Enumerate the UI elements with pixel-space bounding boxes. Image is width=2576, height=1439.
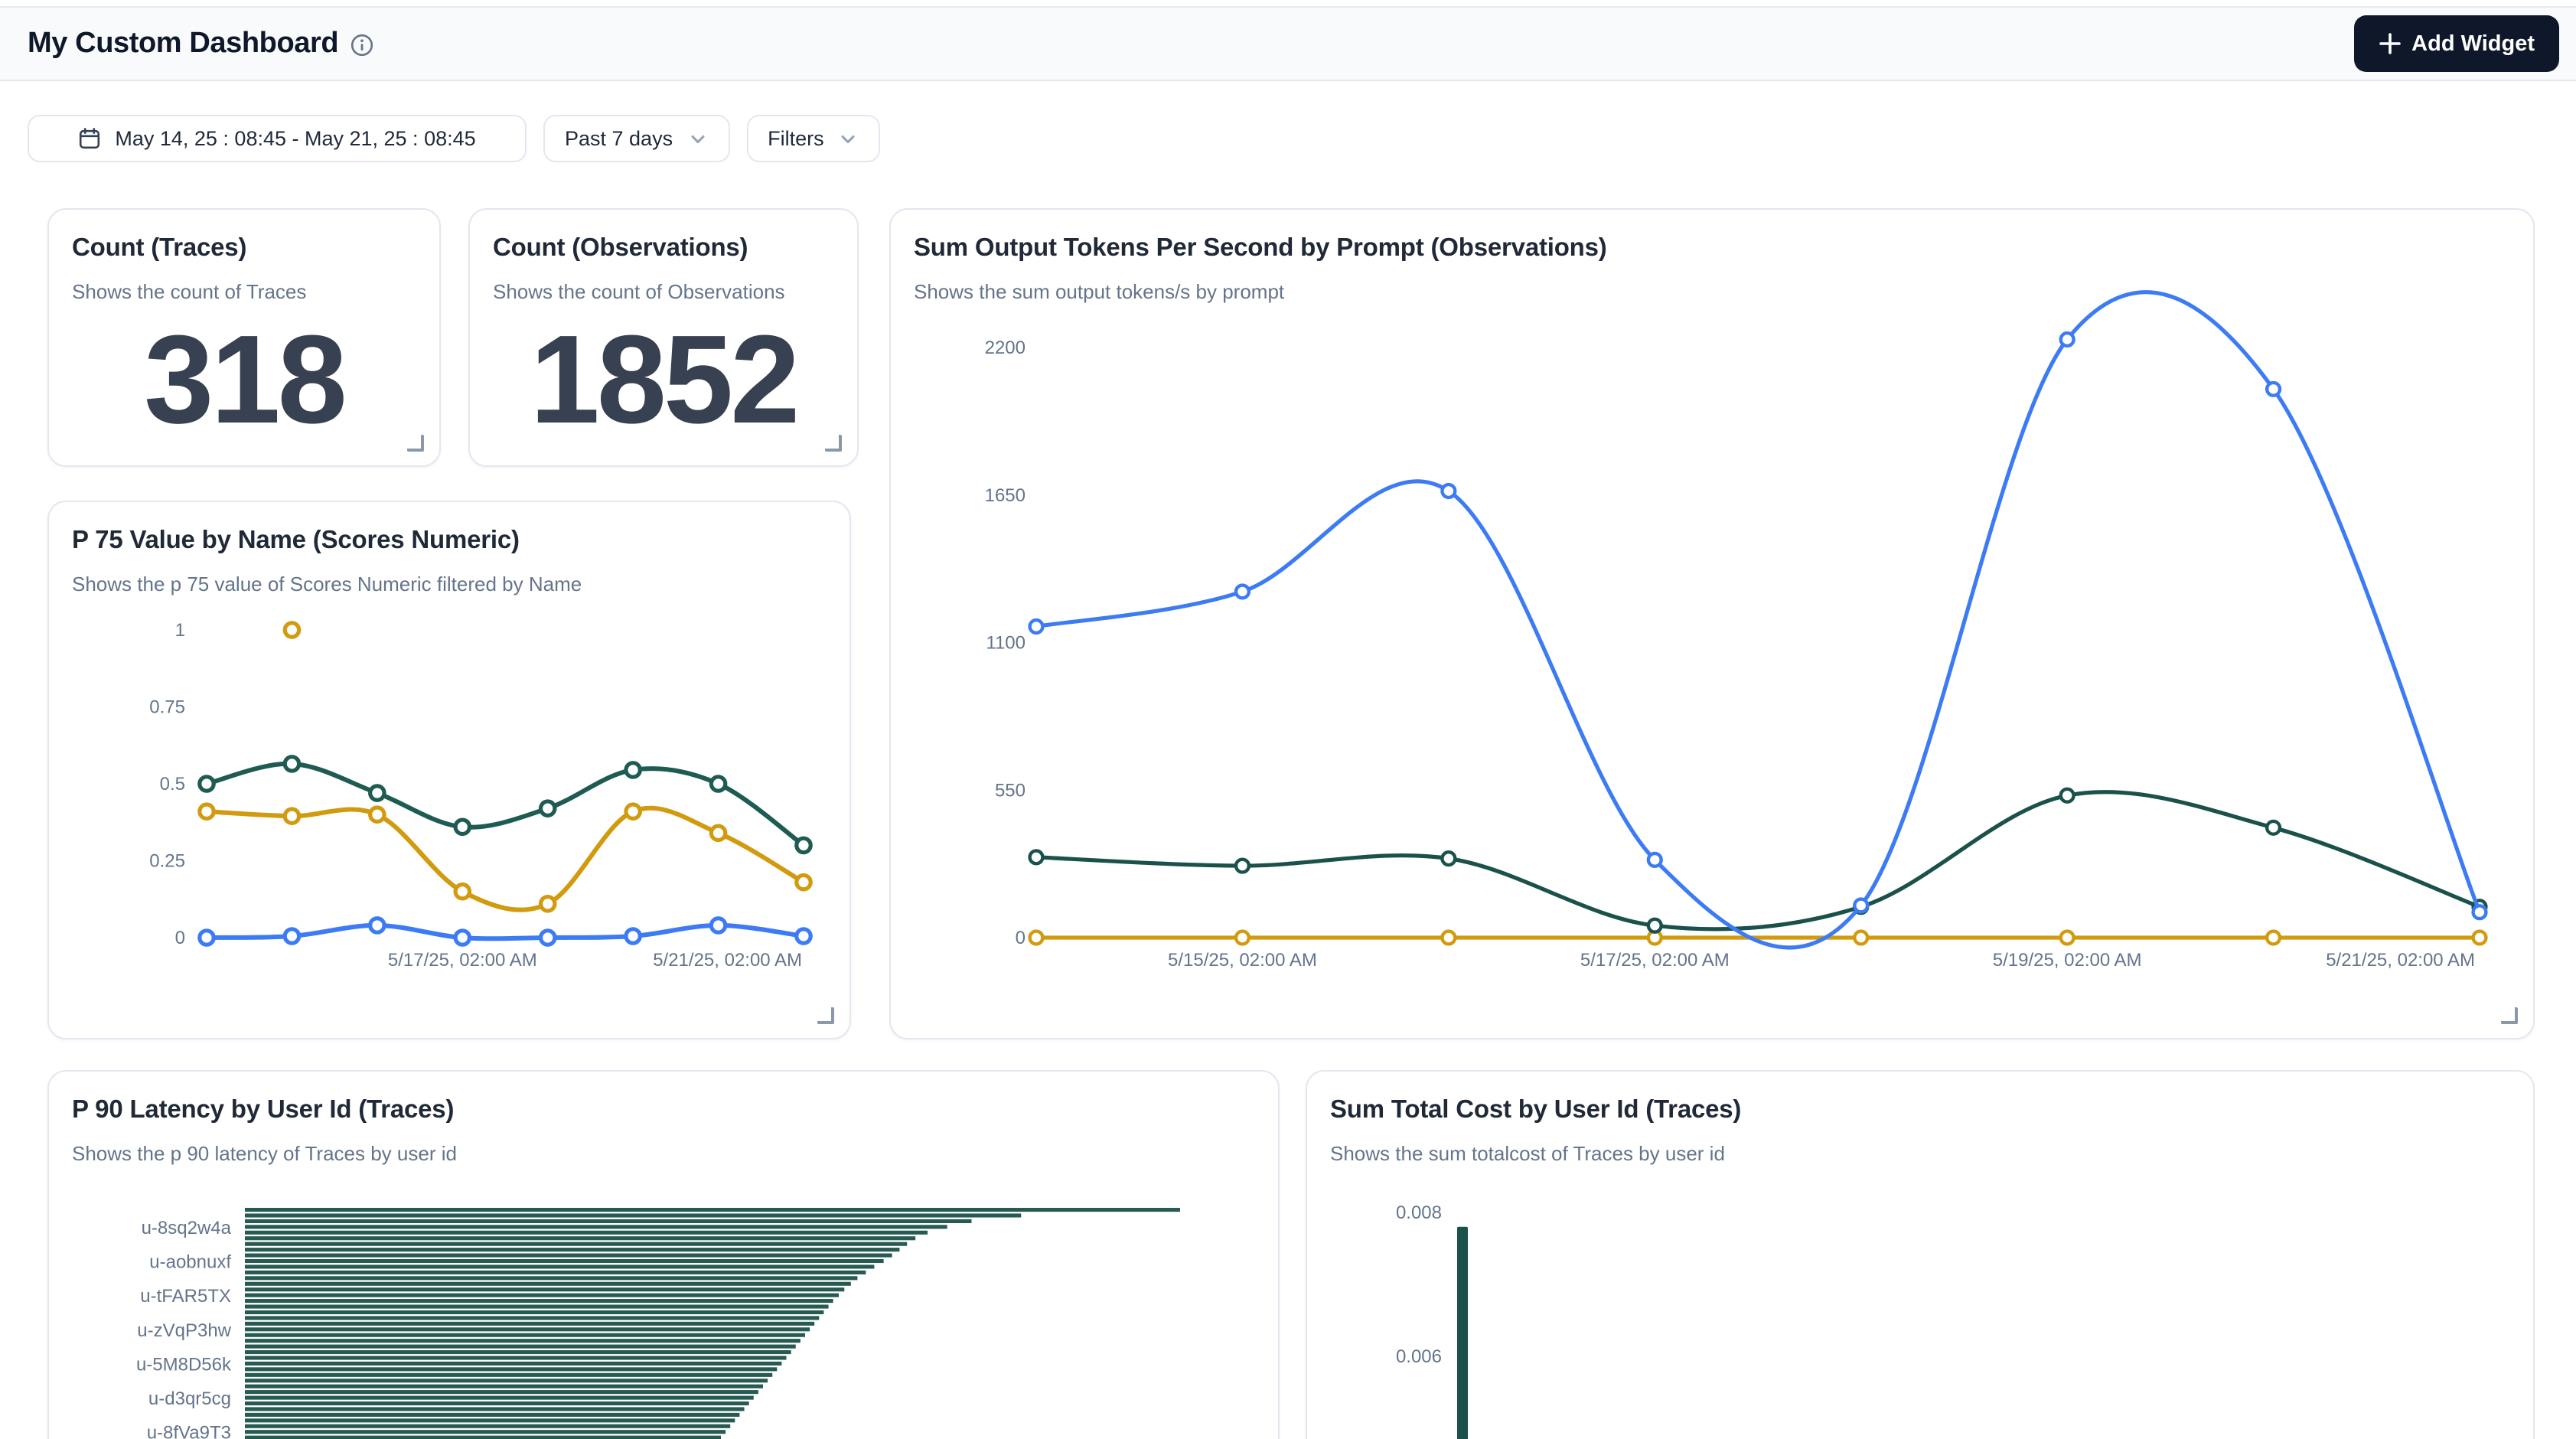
range-preset-value: Past 7 days — [565, 127, 673, 150]
svg-text:0.008: 0.008 — [1396, 1202, 1442, 1223]
filter-toolbar: May 14, 25 : 08:45 - May 21, 25 : 08:45 … — [28, 115, 881, 162]
date-range-button[interactable]: May 14, 25 : 08:45 - May 21, 25 : 08:45 — [28, 115, 527, 162]
filters-label: Filters — [768, 127, 824, 150]
svg-text:0.75: 0.75 — [149, 697, 185, 718]
info-icon[interactable] — [351, 34, 373, 57]
svg-text:5/21/25, 02:00 AM: 5/21/25, 02:00 AM — [2326, 950, 2475, 971]
svg-text:5/21/25, 02:00 AM: 5/21/25, 02:00 AM — [653, 950, 802, 971]
widget-sum-total-cost: Sum Total Cost by User Id (Traces) Shows… — [1306, 1070, 2535, 1439]
add-widget-button[interactable]: Add Widget — [2353, 15, 2559, 72]
svg-text:5/19/25, 02:00 AM: 5/19/25, 02:00 AM — [1993, 950, 2142, 971]
svg-text:2200: 2200 — [985, 338, 1026, 358]
widget-title: Count (Observations) — [493, 234, 748, 263]
svg-text:0: 0 — [175, 928, 185, 948]
widget-title: Count (Traces) — [72, 234, 246, 263]
resize-handle[interactable] — [825, 435, 842, 452]
filters-dropdown[interactable]: Filters — [746, 115, 881, 162]
svg-text:1: 1 — [175, 620, 185, 641]
chevron-down-icon — [686, 129, 708, 150]
svg-text:u-8sq2w4a: u-8sq2w4a — [142, 1218, 232, 1238]
widget-tokens-per-second: Sum Output Tokens Per Second by Prompt (… — [889, 208, 2535, 1039]
metric-value: 1852 — [470, 318, 857, 444]
cost-bar-chart[interactable]: 0.008 0.006 — [1307, 1072, 2536, 1439]
svg-text:0: 0 — [1016, 928, 1026, 948]
page-title: My Custom Dashboard — [28, 27, 338, 60]
svg-text:0.006: 0.006 — [1396, 1346, 1442, 1367]
svg-text:u-d3qr5cg: u-d3qr5cg — [148, 1388, 231, 1409]
metric-value: 318 — [49, 318, 439, 444]
dashboard-page: My Custom Dashboard Add Widget — [0, 0, 2576, 1439]
svg-text:5/17/25, 02:00 AM: 5/17/25, 02:00 AM — [1580, 950, 1730, 971]
widget-p90-latency: P 90 Latency by User Id (Traces) Shows t… — [47, 1070, 1280, 1439]
svg-text:u-tFAR5TX: u-tFAR5TX — [140, 1286, 231, 1307]
add-widget-label: Add Widget — [2411, 31, 2535, 56]
dashboard-header: My Custom Dashboard Add Widget — [0, 8, 2576, 81]
svg-text:0.5: 0.5 — [160, 774, 185, 795]
svg-text:5/15/25, 02:00 AM: 5/15/25, 02:00 AM — [1168, 950, 1317, 971]
resize-handle[interactable] — [2501, 1007, 2518, 1024]
calendar-icon — [78, 127, 101, 150]
widget-subtitle: Shows the count of Observations — [493, 280, 785, 303]
widget-count-observations: Count (Observations) Shows the count of … — [468, 208, 859, 467]
p75-line-chart[interactable]: 0 0.25 0.5 0.75 1 5/17/25, 02:00 AM 5/21/25, 0… — [49, 502, 853, 1041]
svg-text:1650: 1650 — [985, 485, 1026, 506]
svg-text:5/17/25, 02:00 AM: 5/17/25, 02:00 AM — [388, 950, 537, 971]
svg-text:u-5M8D56k: u-5M8D56k — [136, 1354, 232, 1375]
tokens-line-chart[interactable]: 0 550 1100 1650 2200 5/15/25, 02:00 AM 5/17/25… — [891, 210, 2536, 1041]
svg-text:u-aobnuxf: u-aobnuxf — [149, 1252, 231, 1273]
svg-text:550: 550 — [995, 780, 1026, 801]
range-preset-dropdown[interactable]: Past 7 days — [543, 115, 729, 162]
resize-handle[interactable] — [817, 1007, 834, 1024]
svg-text:0.25: 0.25 — [149, 851, 185, 872]
widget-count-traces: Count (Traces) Shows the count of Traces… — [47, 208, 441, 467]
top-divider — [0, 0, 2576, 8]
widget-subtitle: Shows the count of Traces — [72, 280, 306, 303]
svg-text:u-8fVa9T3: u-8fVa9T3 — [147, 1423, 231, 1439]
widget-p75-value: P 75 Value by Name (Scores Numeric) Show… — [47, 501, 851, 1039]
svg-text:u-zVqP3hw: u-zVqP3hw — [137, 1320, 231, 1341]
svg-text:1100: 1100 — [986, 633, 1026, 654]
plus-icon — [2378, 32, 2401, 55]
date-range-value: May 14, 25 : 08:45 - May 21, 25 : 08:45 — [115, 127, 475, 150]
p90-bar-chart[interactable]: u-8sq2w4a u-aobnuxf u-tFAR5TX u-zVqP3hw u-5M… — [49, 1072, 1281, 1439]
resize-handle[interactable] — [407, 435, 424, 452]
chevron-down-icon — [838, 129, 859, 150]
